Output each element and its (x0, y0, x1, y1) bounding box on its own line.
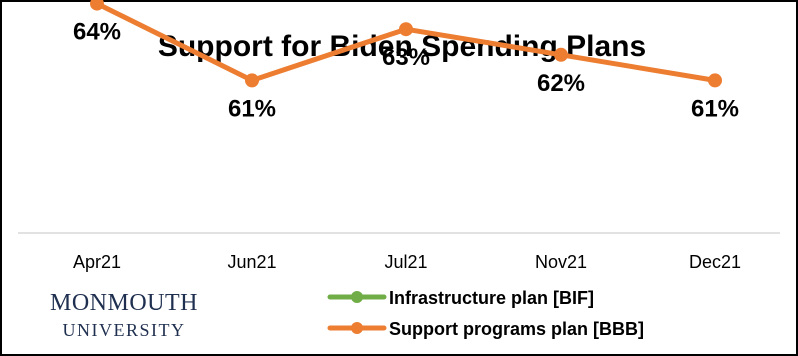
data-point-support-programs-jul21 (399, 22, 413, 37)
x-tick-label-jun21: Jun21 (227, 252, 276, 272)
legend-label-support-programs: Support programs plan [BBB] (389, 319, 644, 339)
x-tick-labels: Apr21 Jun21 Jul21 Nov21 Dec21 (73, 252, 741, 272)
x-tick-label-dec21: Dec21 (689, 252, 741, 272)
x-tick-label-jul21: Jul21 (384, 252, 427, 272)
data-point-support-programs-dec21 (708, 73, 722, 88)
data-point-support-programs-apr21 (90, 0, 104, 11)
logo-line-university: UNIVERSITY (63, 320, 186, 340)
data-label-support-programs-apr21: 64% (73, 19, 121, 46)
legend-entry-support-programs: Support programs plan [BBB] (327, 319, 644, 339)
x-tick-label-apr21: Apr21 (73, 252, 121, 272)
monmouth-university-logo: MONMOUTH UNIVERSITY (50, 290, 198, 340)
data-label-support-programs-nov21: 62% (537, 70, 585, 97)
legend-marker-infrastructure (351, 291, 363, 303)
legend-marker-support-programs (351, 322, 363, 334)
legend: Infrastructure plan [BIF] Support progra… (327, 288, 644, 339)
data-point-support-programs-jun21 (245, 73, 259, 88)
data-label-support-programs-dec21: 61% (691, 95, 739, 122)
series-layer: 68%68%70%65%66%64%61%63%62%61% (73, 0, 739, 122)
data-label-support-programs-jul21: 63% (382, 44, 430, 71)
legend-label-infrastructure: Infrastructure plan [BIF] (389, 288, 594, 308)
data-label-support-programs-jun21: 61% (228, 95, 276, 122)
x-tick-label-nov21: Nov21 (535, 252, 587, 272)
legend-entry-infrastructure: Infrastructure plan [BIF] (327, 288, 594, 308)
data-point-support-programs-nov21 (554, 47, 568, 62)
series-support-programs: 64% 61% 63% 62% 61% (73, 0, 739, 122)
logo-line-monmouth: MONMOUTH (50, 290, 198, 316)
